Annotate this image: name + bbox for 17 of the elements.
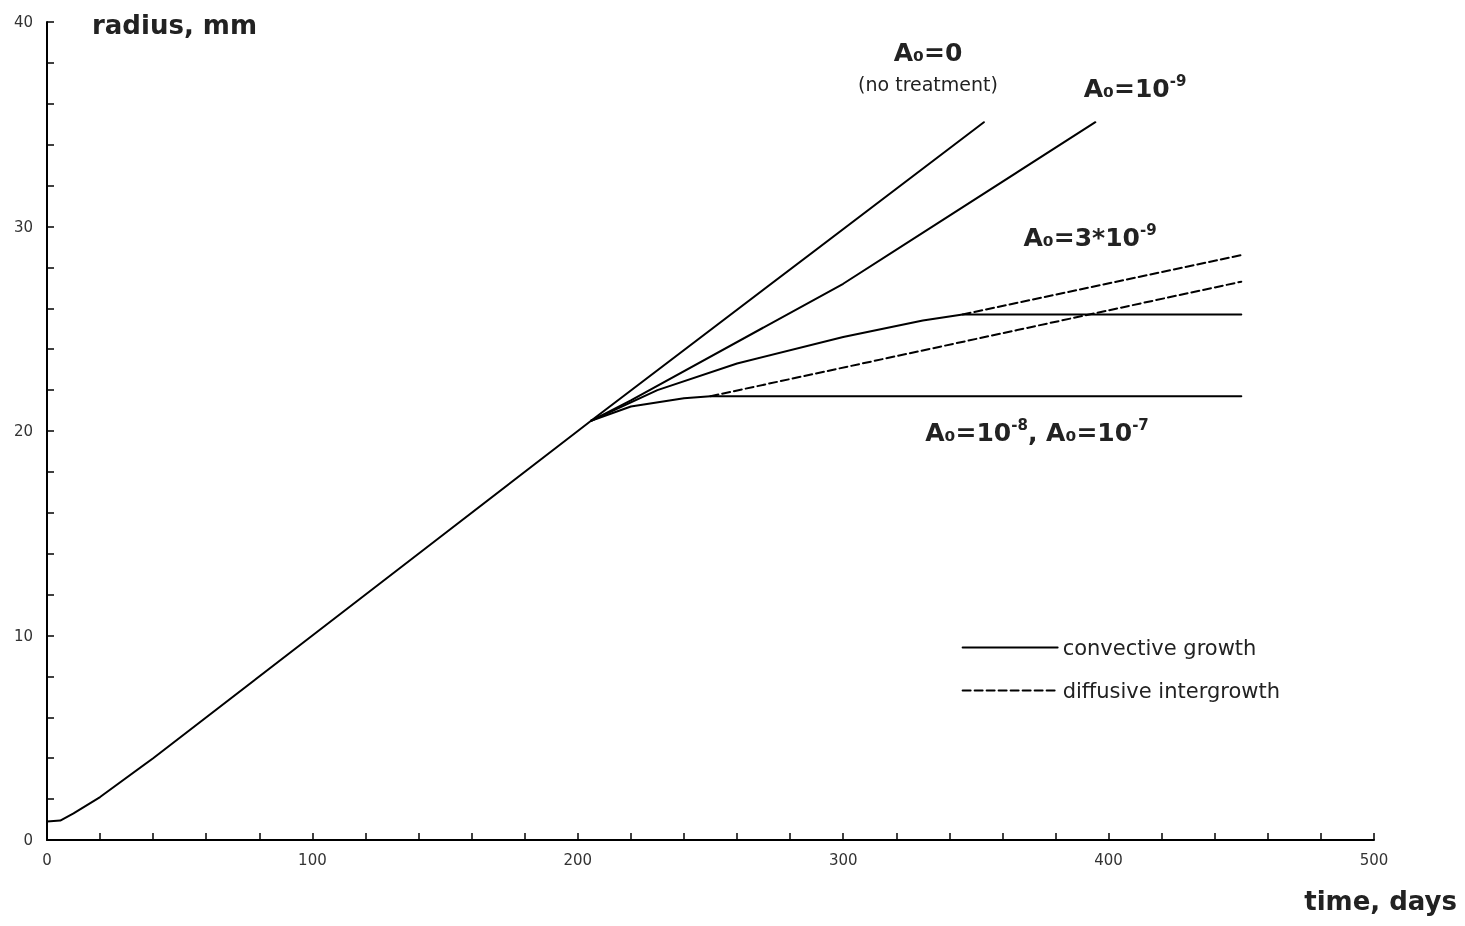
- x-tick-label: 500: [1359, 850, 1389, 869]
- x-tick-label: 200: [563, 850, 593, 869]
- y-axis-title: radius, mm: [92, 10, 257, 40]
- legend-label: diffusive intergrowth: [1062, 678, 1280, 703]
- legend-label: convective growth: [1062, 635, 1257, 660]
- y-tick-label: 30: [13, 217, 33, 236]
- x-tick-label: 100: [298, 850, 327, 869]
- y-tick-label: 20: [13, 422, 33, 440]
- y-tick-label: 10: [13, 626, 33, 645]
- x-tick-label: 0: [42, 850, 52, 869]
- y-tick-label: 40: [13, 13, 33, 31]
- x-tick-label: 400: [1094, 850, 1123, 869]
- x-tick-label: 300: [828, 850, 858, 869]
- annotation: A₀=0: [893, 37, 963, 67]
- annotation: (no treatment): [858, 73, 998, 95]
- y-tick-label: 0: [23, 831, 33, 849]
- x-axis-title: time, days: [1304, 886, 1458, 916]
